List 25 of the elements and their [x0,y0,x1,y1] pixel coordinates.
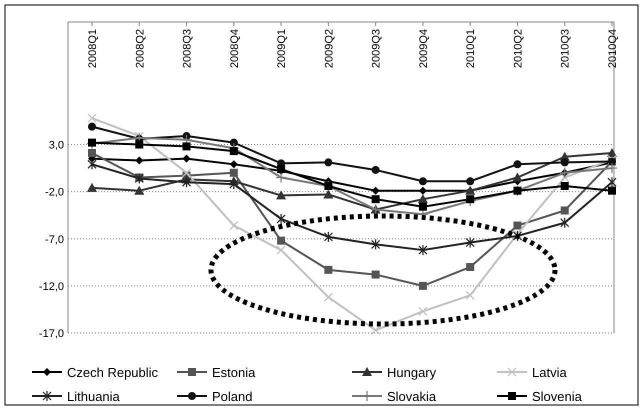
y-tick-label: -2,0 [45,186,64,199]
x-tick-label: 2008Q3 [182,29,194,68]
y-tick-label: -17,0 [38,328,64,340]
x-tick-label: 2008Q1 [87,29,99,68]
x-tick-label: 2010Q2 [512,29,524,68]
y-tick-label: -7,0 [45,234,64,246]
legend-label: Lithuania [67,389,121,404]
y-tick-label: -12,0 [38,280,64,293]
x-tick-label: 2009Q3 [370,29,383,68]
x-tick-label: 2010Q1 [465,29,478,68]
x-tick-label: 2009Q4 [418,29,430,68]
x-tick-label: 2009Q1 [276,29,288,68]
x-tick-label: 2010Q4 [607,29,619,68]
legend-label: Hungary [387,365,437,380]
x-tick-label: 2010Q3 [560,29,572,68]
legend-label: Poland [212,389,252,404]
x-tick-label: 2008Q2 [134,29,146,68]
x-tick-label: 2009Q2 [323,29,336,68]
legend-label: Estonia [212,365,256,380]
legend-label: Slovenia [532,389,583,404]
legend-label: Czech Republic [67,365,159,380]
y-tick-label: 3,0 [48,140,64,152]
legend-label: Slovakia [387,389,437,404]
legend-label: Latvia [532,365,568,380]
x-tick-label: 2008Q4 [228,29,241,68]
